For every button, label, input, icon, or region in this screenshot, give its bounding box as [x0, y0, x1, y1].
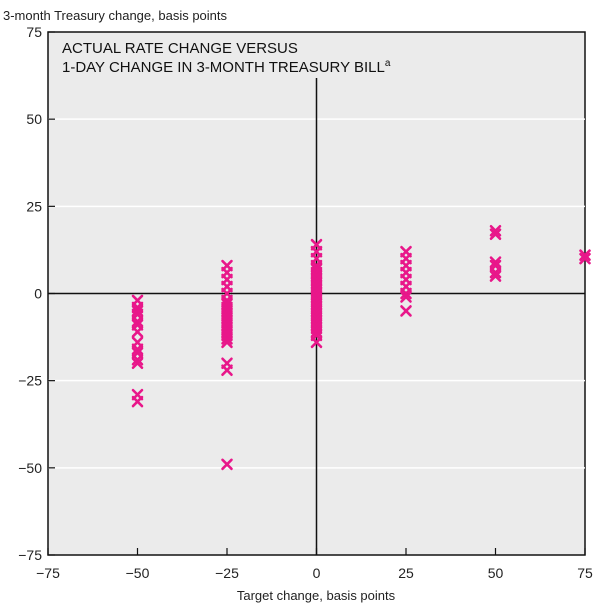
- data-point: [131, 315, 144, 328]
- data-point: [489, 270, 502, 282]
- y-tick-label: 25: [26, 198, 42, 214]
- data-point: [310, 326, 323, 338]
- x-tick-labels: −75 −50 −25 0 25 50 75: [36, 548, 593, 581]
- data-point: [131, 305, 144, 317]
- x-tick-label: 50: [488, 565, 504, 581]
- data-point: [221, 336, 233, 349]
- data-point: [131, 326, 144, 338]
- data-point: [221, 364, 233, 377]
- data-point: [221, 333, 233, 345]
- data-point: [131, 395, 144, 408]
- x-tick-label: −75: [36, 565, 60, 581]
- y-tick-label: 50: [26, 111, 42, 127]
- y-tick-label: 0: [34, 286, 42, 302]
- x-tick-label: 0: [313, 565, 321, 581]
- data-point: [131, 353, 144, 366]
- data-point: [489, 256, 502, 268]
- title-footnote-marker: a: [385, 58, 391, 69]
- x-axis-label: Target change, basis points: [237, 588, 396, 603]
- data-point: [310, 336, 323, 349]
- y-tick-label: −75: [18, 547, 42, 563]
- data-point: [131, 343, 144, 356]
- chart-title-line-2: 1-DAY CHANGE IN 3-MONTH TREASURY BILLa: [62, 58, 391, 76]
- data-point: [489, 224, 502, 237]
- x-tick-label: −50: [126, 565, 150, 581]
- data-point: [400, 291, 412, 303]
- chart-title-line-2-text: 1-DAY CHANGE IN 3-MONTH TREASURY BILL: [62, 59, 385, 76]
- data-point: [221, 458, 233, 471]
- x-tick-label: −25: [215, 565, 239, 581]
- data-point: [489, 266, 502, 279]
- data-point: [579, 252, 591, 265]
- data-point: [489, 228, 502, 241]
- chart-title-line-1: ACTUAL RATE CHANGE VERSUS: [62, 40, 298, 57]
- data-point: [400, 305, 412, 317]
- data-point: [400, 287, 412, 300]
- data-point: [131, 357, 144, 370]
- x-tick-label: 25: [398, 565, 414, 581]
- y-tick-labels: 75 50 25 0 −25 −50 −75: [18, 24, 55, 563]
- y-tick-label: −50: [18, 460, 42, 476]
- y-tick-label: −25: [18, 373, 42, 389]
- y-tick-label: 75: [26, 24, 42, 40]
- x-tick-label: 75: [577, 565, 593, 581]
- data-point: [579, 249, 591, 261]
- y-axis-label: 3-month Treasury change, basis points: [3, 8, 228, 23]
- data-markers: [131, 224, 591, 471]
